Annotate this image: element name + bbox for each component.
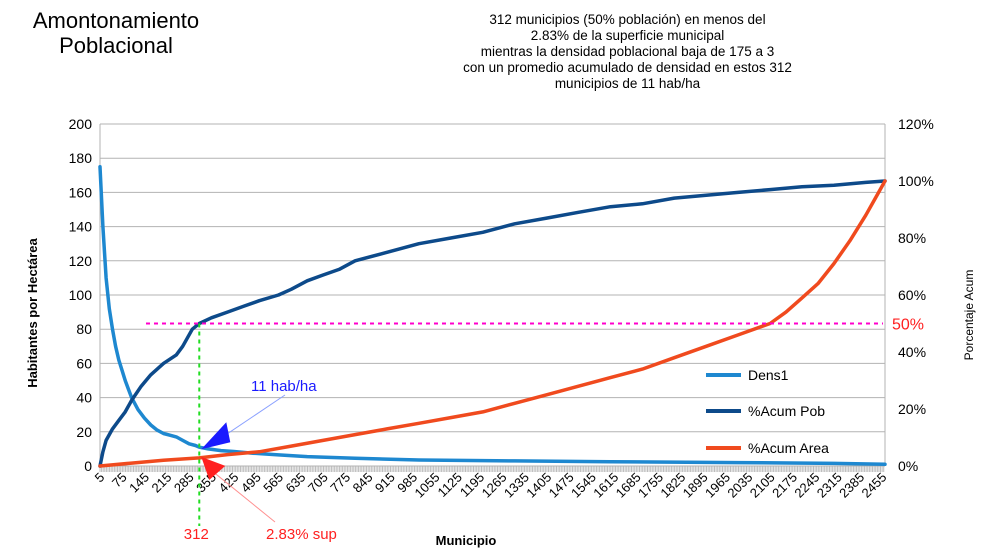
series-line-2: [98, 179, 887, 468]
x-minor-ticks: [99, 466, 885, 472]
subtitle-line-3: mientras la densidad poblacional baja de…: [480, 44, 775, 59]
subtitle-line-4: con un promedio acumulado de densidad en…: [463, 60, 792, 75]
x-tick-label: 2455: [858, 470, 889, 501]
y2-tick-label: 0%: [898, 458, 918, 474]
y-tick-label: 80: [76, 321, 92, 337]
y-tick-label: 200: [69, 116, 93, 132]
y2-tick-label: 80%: [898, 230, 926, 246]
x-tick-label: 915: [372, 470, 398, 496]
x-tick-label: 145: [126, 470, 152, 496]
y2-tick-label: 60%: [898, 287, 926, 303]
municipio-312-label: 312: [184, 526, 209, 543]
annotations: 50% 312 11 hab/ha 2.83% sup: [146, 317, 924, 543]
chart-title: Amontonamiento Poblacional: [6, 8, 226, 58]
y-tick-label: 140: [69, 219, 93, 235]
x-tick-label: 845: [350, 470, 376, 496]
subtitle-line-5: municipios de 11 hab/ha: [554, 76, 701, 91]
fifty-percent-label: 50%: [892, 317, 924, 334]
legend-label-0: Dens1: [748, 367, 789, 383]
y-tick-label: 40: [76, 390, 92, 406]
x-tick-label: 215: [148, 470, 174, 496]
y2-axis-label: Porcentaje Acum: [962, 270, 976, 361]
area-label: 2.83% sup: [266, 526, 337, 543]
legend-label-1: %Acum Pob: [748, 403, 825, 419]
series-lines: [98, 165, 887, 468]
y2-tick-label: 100%: [898, 173, 934, 189]
series-line-1: [98, 179, 887, 468]
chart-title-line-2: Poblacional: [59, 33, 173, 58]
x-tick-label: 705: [305, 470, 331, 496]
x-tick-label: 565: [260, 470, 286, 496]
y2-tick-labels: 0% 20% 40% 60% 80% 100% 120%: [898, 116, 934, 474]
x-tick-label: 495: [238, 470, 264, 496]
x-tick-label: 285: [171, 470, 197, 496]
y2-tick-label: 20%: [898, 401, 926, 417]
x-tick-label: 635: [283, 470, 309, 496]
y-tick-label: 180: [69, 150, 93, 166]
density-callout-line: [219, 394, 286, 440]
subtitle-line-2: 2.83% de la superficie municipal: [530, 28, 725, 43]
y-tick-label: 120: [69, 253, 93, 269]
series-line-0: [98, 165, 887, 467]
legend-label-2: %Acum Area: [748, 440, 829, 456]
y-tick-label: 160: [69, 184, 93, 200]
y2-tick-label: 40%: [898, 344, 926, 360]
y-tick-label: 60: [76, 355, 92, 371]
subtitle-line-1: 312 municipios (50% población) en menos …: [489, 12, 766, 27]
density-label: 11 hab/ha: [251, 378, 317, 395]
y-tick-label: 20: [76, 424, 92, 440]
chart-title-line-1: Amontonamiento: [32, 8, 200, 33]
y-axis-label: Habitantes por Hectárea: [25, 237, 40, 387]
area-arrow: [201, 456, 226, 480]
y-tick-labels: 0 20 40 60 80 100 120 140 160 180 200: [69, 116, 93, 474]
legend: Dens1 %Acum Pob %Acum Area: [706, 367, 829, 456]
y2-tick-label: 120%: [898, 116, 934, 132]
density-arrow: [201, 422, 231, 450]
chart-subtitle: 312 municipios (50% población) en menos …: [400, 12, 855, 92]
x-axis-label: Municipio: [436, 533, 497, 548]
x-tick-label: 75: [109, 470, 130, 491]
y-tick-label: 100: [69, 287, 93, 303]
y-tick-label: 0: [84, 458, 92, 474]
x-tick-label: 775: [327, 470, 353, 496]
area-callout-line: [212, 471, 276, 523]
